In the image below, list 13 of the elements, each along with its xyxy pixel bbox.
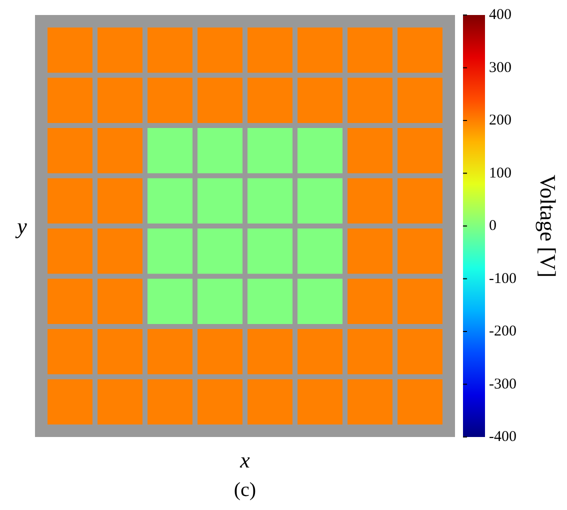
y-axis-title: y: [15, 214, 28, 238]
color-bar-label: 400: [489, 7, 512, 23]
color-bar-label: 300: [489, 60, 512, 76]
color-bar-label: -200: [489, 324, 516, 340]
x-axis-title: x: [239, 448, 250, 472]
color-bar-label: -100: [489, 270, 516, 287]
color-bar-title: Voltage [V]: [536, 174, 560, 278]
color-bar-label: -400: [489, 429, 516, 445]
color-bar-label: 200: [489, 112, 512, 128]
color-bar-label: 0: [489, 218, 496, 234]
color-bar-label: 100: [489, 165, 512, 182]
color-bar-label: -300: [489, 376, 516, 392]
text: (c): [234, 479, 256, 501]
